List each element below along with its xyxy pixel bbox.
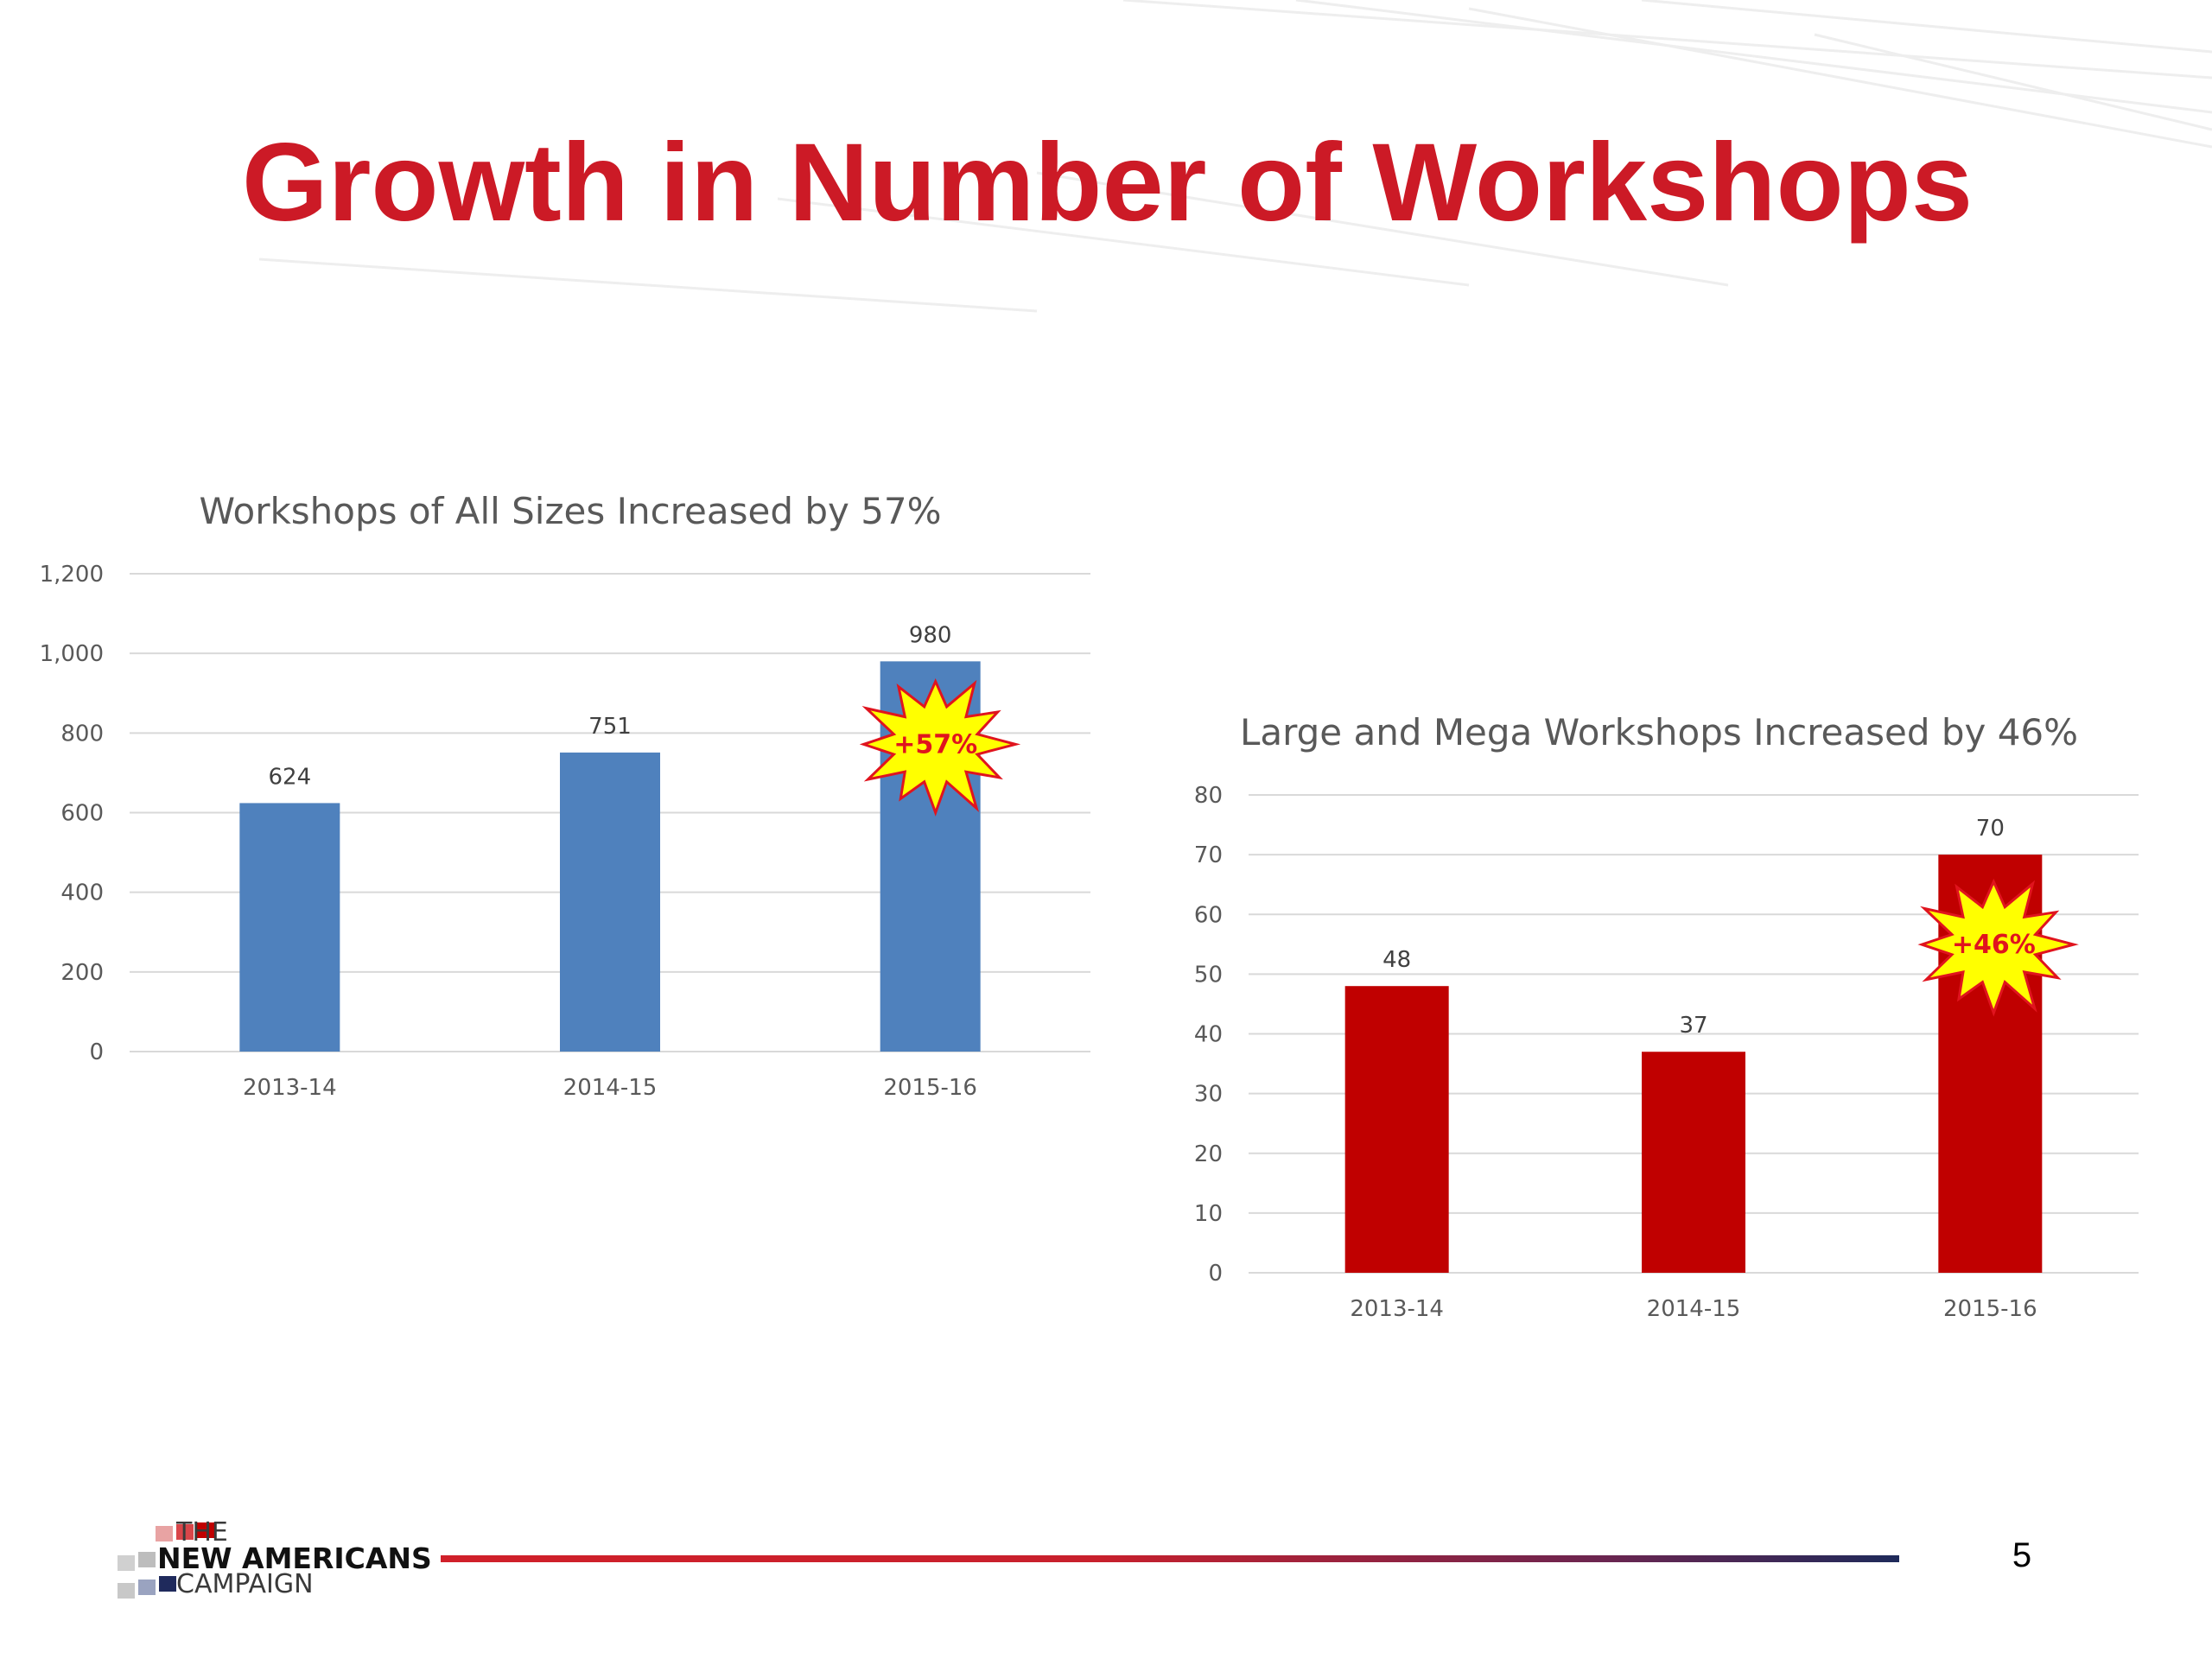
data-label: 48 — [1382, 947, 1411, 973]
y-tick-label: 1,200 — [40, 562, 104, 588]
y-tick-label: 600 — [60, 801, 104, 827]
campaign-logo: THE NEW AMERICANS CAMPAIGN — [109, 1517, 432, 1612]
chart-title: Large and Mega Workshops Increased by 46… — [1240, 711, 2078, 753]
footer-divider — [441, 1555, 1899, 1562]
logo-square-icon — [176, 1524, 194, 1540]
page-number: 5 — [2012, 1536, 2032, 1574]
y-tick-label: 50 — [1194, 962, 1223, 988]
x-tick-label: 2013-14 — [1350, 1296, 1444, 1322]
bar-2013-14 — [1344, 986, 1449, 1273]
callout-label: +57% — [893, 729, 977, 760]
data-label: 980 — [909, 622, 952, 648]
y-tick-label: 0 — [89, 1039, 104, 1065]
x-tick-label: 2015-16 — [883, 1075, 977, 1101]
logo-text-line1: THE — [176, 1517, 228, 1548]
data-label: 37 — [1679, 1013, 1707, 1039]
bar-2014-15 — [560, 752, 660, 1052]
y-tick-label: 200 — [60, 960, 104, 986]
logo-text-line2: NEW AMERICANS — [157, 1541, 432, 1575]
logo-square-icon — [159, 1576, 176, 1592]
chart-all-sizes: Workshops of All Sizes Increased by 57% 0… — [40, 490, 1090, 1101]
chart-title: Workshops of All Sizes Increased by 57% — [199, 490, 941, 532]
y-tick-label: 60 — [1194, 902, 1223, 928]
chart-large-mega: Large and Mega Workshops Increased by 46… — [1194, 711, 2139, 1322]
background-streaks — [258, 0, 2212, 313]
y-tick-label: 30 — [1194, 1082, 1223, 1108]
data-label: 70 — [1976, 816, 2005, 842]
y-tick-label: 80 — [1194, 783, 1223, 809]
bar-2014-15 — [1642, 1052, 1745, 1273]
y-tick-label: 400 — [60, 880, 104, 906]
x-tick-label: 2015-16 — [1943, 1296, 2037, 1322]
bar-2013-14 — [239, 803, 340, 1052]
slide-title: Growth in Number of Workshops — [242, 121, 1973, 245]
callout-label: +46% — [1952, 930, 2036, 960]
logo-square-icon — [156, 1526, 173, 1541]
logo-square-icon — [118, 1555, 135, 1571]
y-tick-label: 20 — [1194, 1141, 1223, 1167]
logo-square-icon — [138, 1580, 156, 1595]
y-tick-label: 800 — [60, 721, 104, 747]
data-label: 751 — [588, 714, 632, 740]
x-tick-label: 2013-14 — [243, 1075, 337, 1101]
logo-square-icon — [118, 1583, 135, 1599]
y-tick-label: 0 — [1208, 1261, 1223, 1287]
y-tick-label: 70 — [1194, 842, 1223, 868]
y-tick-label: 10 — [1194, 1201, 1223, 1227]
logo-square-icon — [138, 1552, 156, 1567]
starburst-callout-icon — [1917, 878, 2079, 1017]
logo-text-line3: CAMPAIGN — [176, 1569, 314, 1599]
y-tick-label: 40 — [1194, 1022, 1223, 1048]
logo-square-icon — [197, 1522, 214, 1538]
x-tick-label: 2014-15 — [563, 1075, 658, 1101]
x-tick-label: 2014-15 — [1647, 1296, 1741, 1322]
data-label: 624 — [269, 764, 312, 790]
y-tick-label: 1,000 — [40, 641, 104, 667]
starburst-callout-icon — [859, 678, 1021, 817]
